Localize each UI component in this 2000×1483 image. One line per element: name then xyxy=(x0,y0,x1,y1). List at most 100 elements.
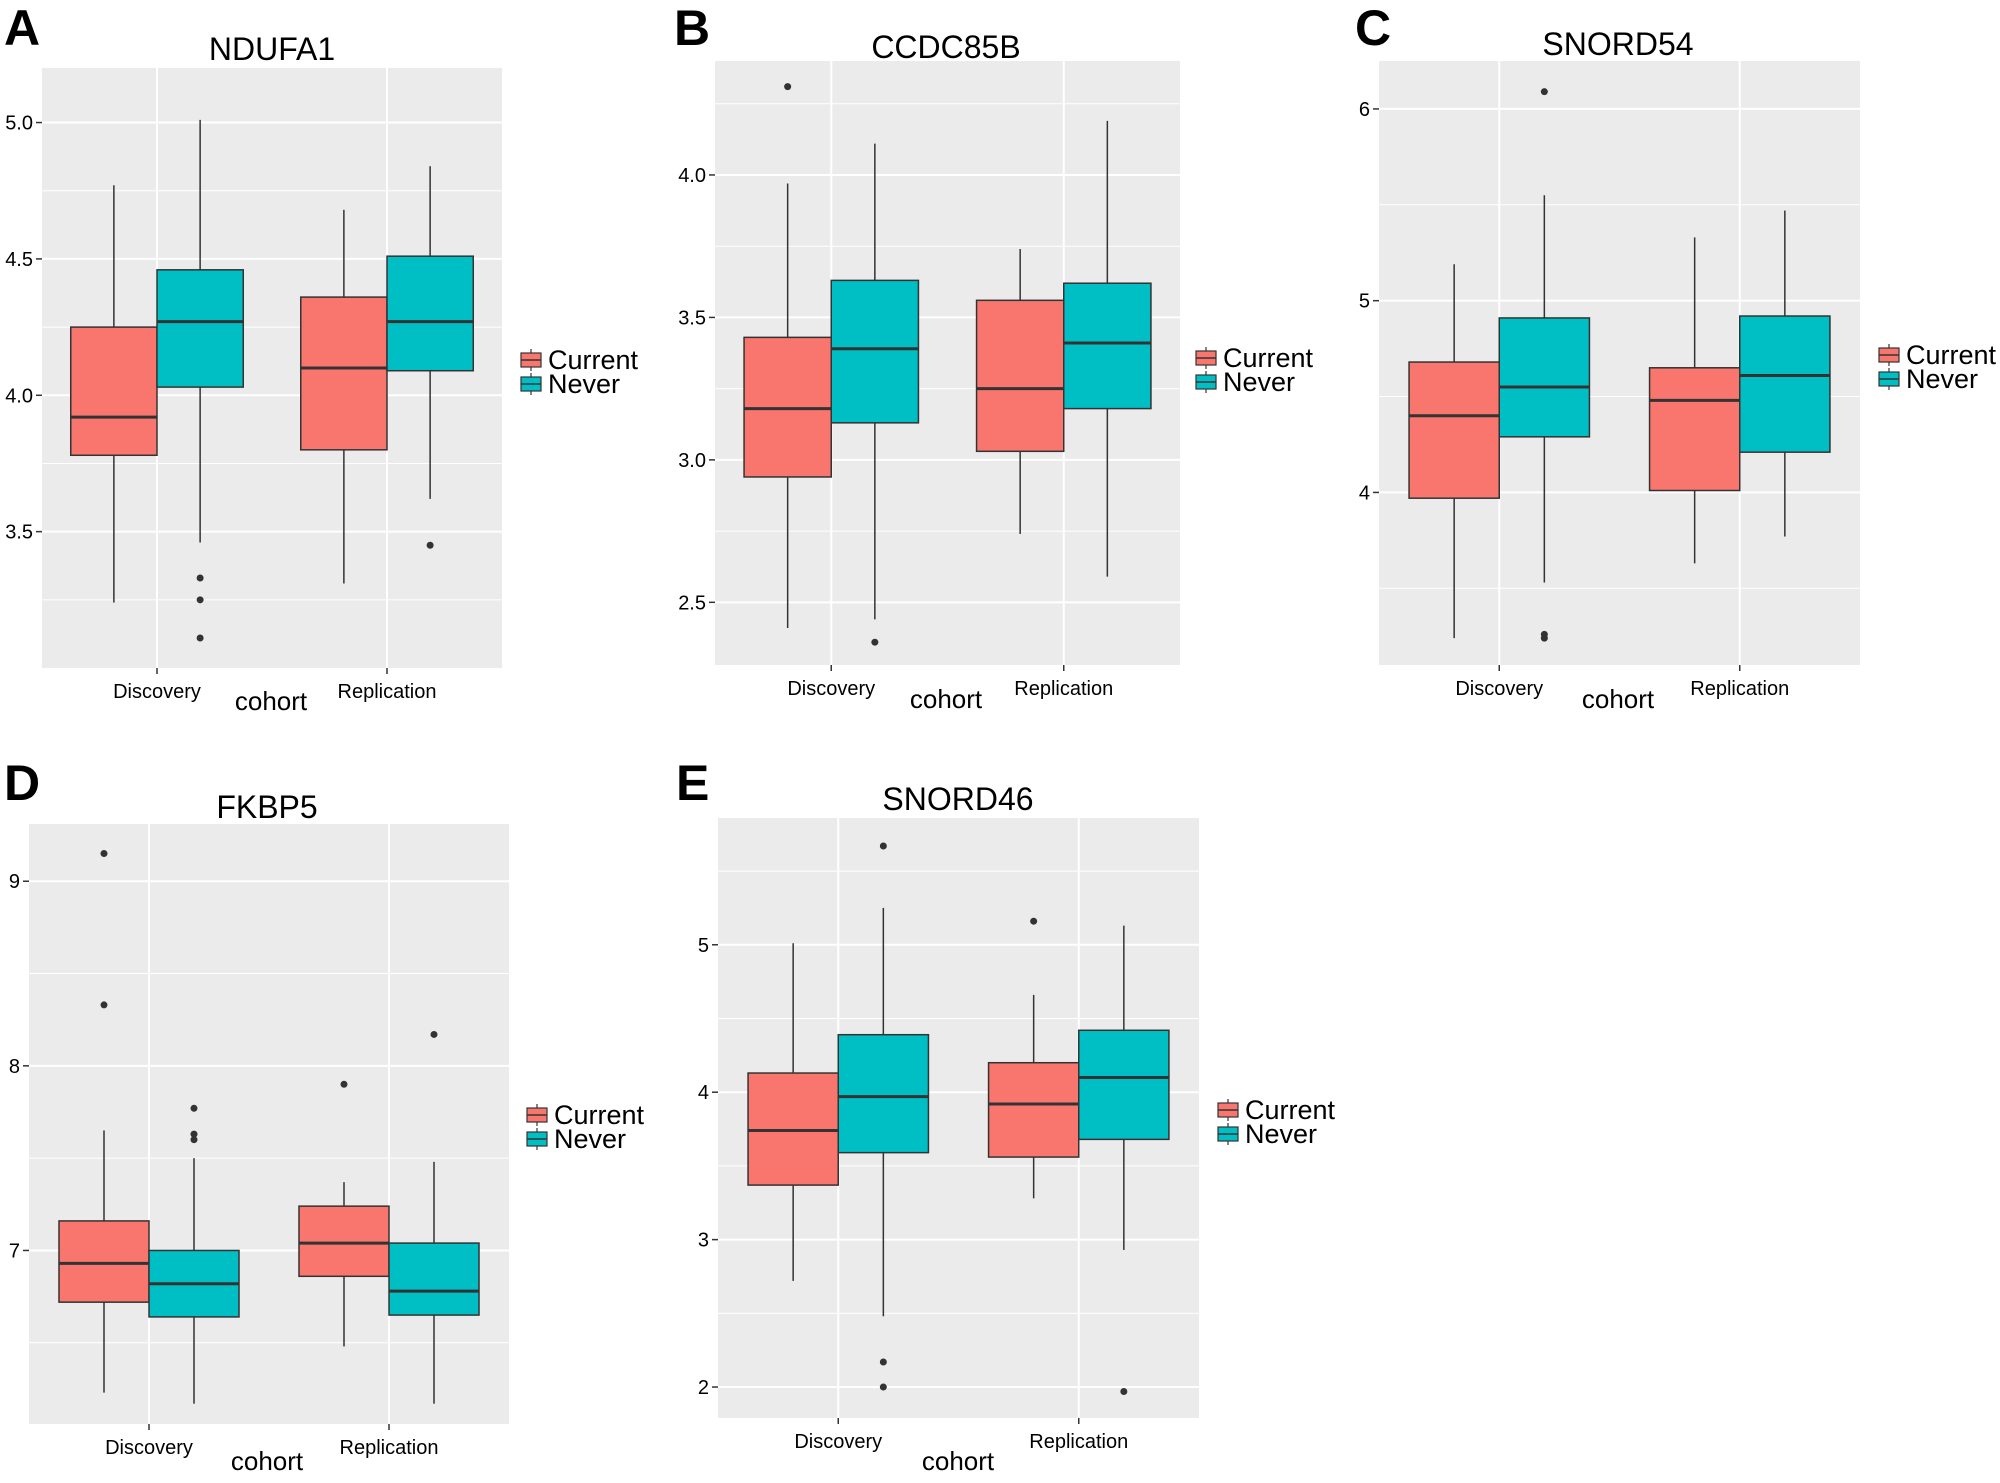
outlier-point xyxy=(100,850,108,858)
box-iqr xyxy=(1408,361,1500,499)
legend-label-never: Never xyxy=(1223,367,1295,397)
legend-label-current: Current xyxy=(1223,343,1314,373)
outlier-point xyxy=(196,596,204,604)
y-tick-label: 3.5 xyxy=(678,307,706,329)
box-never-replication xyxy=(1063,120,1152,577)
y-tick-label: 5 xyxy=(1359,291,1370,313)
box-current-discovery xyxy=(743,83,832,628)
box-iqr xyxy=(156,269,244,388)
box-never-replication xyxy=(1078,925,1170,1395)
box-iqr xyxy=(388,1242,480,1316)
legend-label-never: Never xyxy=(1906,364,1978,394)
outlier-point xyxy=(190,1104,198,1112)
legend-label-current: Current xyxy=(1245,1095,1336,1125)
box-iqr xyxy=(1498,317,1591,438)
outlier-point xyxy=(879,1383,887,1391)
box-iqr xyxy=(830,279,920,424)
x-tick-label: Replication xyxy=(340,1437,439,1459)
legend-key-current xyxy=(1195,347,1217,369)
legend-label-current: Current xyxy=(548,345,639,375)
outlier-point xyxy=(871,638,879,646)
box-never-replication xyxy=(1739,210,1831,537)
y-tick-label: 4.5 xyxy=(5,249,33,271)
box-never-replication xyxy=(388,1030,480,1404)
box-never-replication xyxy=(386,166,474,549)
outlier-point xyxy=(190,1136,198,1144)
legend-key-current xyxy=(1217,1099,1239,1121)
x-axis-title: cohort xyxy=(231,1446,304,1476)
x-axis-title: cohort xyxy=(235,686,308,716)
legend-label-never: Never xyxy=(1245,1119,1317,1149)
x-tick-label: Replication xyxy=(1029,1431,1128,1453)
box-iqr xyxy=(1739,315,1831,453)
box-iqr xyxy=(386,255,474,372)
legend-key-never xyxy=(526,1128,548,1150)
y-tick-label: 9 xyxy=(9,871,20,893)
plot-background xyxy=(29,824,509,1424)
x-tick-label: Discovery xyxy=(105,1437,193,1459)
y-tick-label: 6 xyxy=(1359,99,1370,121)
box-iqr xyxy=(975,299,1065,453)
legend-label-current: Current xyxy=(1906,340,1997,370)
legend-key-current xyxy=(526,1104,548,1126)
chart-title: SNORD54 xyxy=(1542,26,1693,62)
box-current-replication xyxy=(975,249,1065,534)
x-axis-title: cohort xyxy=(1582,684,1655,714)
box-iqr xyxy=(1063,282,1152,410)
box-iqr xyxy=(58,1220,150,1303)
y-tick-label: 5 xyxy=(698,935,709,957)
chart-title: SNORD46 xyxy=(882,781,1033,817)
box-iqr xyxy=(300,296,388,451)
box-never-discovery xyxy=(148,1104,240,1404)
y-tick-label: 2.5 xyxy=(678,592,706,614)
legend-key-never xyxy=(520,373,542,395)
x-tick-label: Replication xyxy=(1690,678,1789,700)
outlier-point xyxy=(190,1130,198,1138)
panel-a: 3.5 4.0 4.5 5.0 Discovery Replication A NDUFA1 c… xyxy=(4,0,639,716)
y-tick-label: 4 xyxy=(698,1082,709,1104)
box-current-replication xyxy=(298,1080,390,1347)
panel-letter: A xyxy=(4,0,40,56)
outlier-point xyxy=(1030,917,1038,925)
y-tick-label: 7 xyxy=(9,1240,20,1262)
y-tick-label: 4.0 xyxy=(5,385,33,407)
box-iqr xyxy=(1078,1029,1170,1141)
x-axis-title: cohort xyxy=(922,1446,995,1476)
chart-title: NDUFA1 xyxy=(209,31,335,67)
outlier-point xyxy=(340,1080,348,1088)
chart-title: FKBP5 xyxy=(216,789,317,825)
outlier-point xyxy=(100,1001,108,1009)
outlier-point xyxy=(196,574,204,582)
outlier-point xyxy=(1120,1387,1128,1395)
box-never-discovery xyxy=(1498,88,1591,642)
legend-label-current: Current xyxy=(554,1100,645,1130)
outlier-point xyxy=(426,541,434,549)
legend-label-never: Never xyxy=(554,1124,626,1154)
outlier-point xyxy=(784,83,792,91)
y-tick-label: 4 xyxy=(1359,482,1370,504)
y-tick-label: 5.0 xyxy=(5,113,33,135)
box-never-discovery xyxy=(830,143,920,646)
x-tick-label: Discovery xyxy=(113,681,201,703)
panel-d: 7 8 9 Discovery Replication D FKBP5 cohort Curre… xyxy=(4,755,645,1476)
box-never-discovery xyxy=(837,842,930,1391)
box-current-discovery xyxy=(70,185,158,603)
box-current-replication xyxy=(987,917,1080,1199)
x-tick-label: Replication xyxy=(1014,678,1113,700)
x-axis-title: cohort xyxy=(910,684,983,714)
box-iqr xyxy=(70,326,158,457)
x-tick-label: Discovery xyxy=(1455,678,1543,700)
box-iqr xyxy=(837,1033,930,1154)
legend-key-never xyxy=(1878,368,1900,390)
box-iqr xyxy=(987,1061,1080,1158)
panel-letter: E xyxy=(676,755,709,811)
box-current-discovery xyxy=(1408,264,1500,639)
chart-title: CCDC85B xyxy=(871,29,1020,65)
y-tick-label: 4.0 xyxy=(678,165,706,187)
outlier-point xyxy=(1540,88,1548,96)
